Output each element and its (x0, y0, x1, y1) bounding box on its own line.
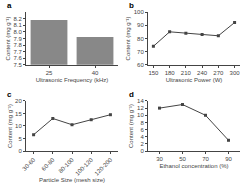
svg-text:30: 30 (156, 156, 163, 162)
svg-text:20: 20 (15, 98, 22, 104)
svg-text:12: 12 (137, 105, 144, 111)
svg-text:60: 60 (137, 62, 144, 68)
svg-text:70: 70 (137, 49, 144, 55)
svg-text:6: 6 (140, 127, 144, 133)
svg-text:120-200: 120-200 (93, 156, 113, 176)
svg-text:Content (mg g⁻¹): Content (mg g⁻¹) (125, 16, 131, 60)
svg-text:80: 80 (137, 36, 144, 42)
svg-text:40: 40 (92, 70, 99, 76)
svg-text:30-60: 30-60 (21, 156, 37, 172)
svg-text:25: 25 (46, 70, 53, 76)
svg-text:10: 10 (137, 112, 144, 118)
svg-text:0: 0 (18, 148, 22, 154)
svg-text:7.5: 7.5 (13, 62, 22, 68)
svg-text:8: 8 (140, 120, 144, 126)
svg-text:15: 15 (15, 111, 22, 117)
svg-text:60-80: 60-80 (41, 156, 57, 172)
svg-text:90: 90 (225, 156, 232, 162)
svg-text:50: 50 (179, 156, 186, 162)
svg-text:8.1: 8.1 (13, 22, 22, 28)
svg-text:270: 270 (213, 70, 224, 76)
svg-text:300: 300 (230, 70, 241, 76)
svg-text:100-120: 100-120 (74, 156, 94, 176)
svg-text:Ultrasonic Power (W): Ultrasonic Power (W) (166, 77, 223, 83)
svg-text:Content (mg g⁻¹): Content (mg g⁻¹) (5, 16, 11, 60)
svg-text:180: 180 (165, 70, 176, 76)
svg-text:0: 0 (140, 148, 144, 154)
svg-text:8.2: 8.2 (13, 16, 22, 22)
svg-text:150: 150 (148, 70, 159, 76)
svg-text:Content (mg g⁻¹): Content (mg g⁻¹) (128, 104, 134, 148)
svg-text:10: 10 (15, 123, 22, 129)
svg-text:90: 90 (137, 22, 144, 28)
svg-text:14: 14 (137, 98, 144, 104)
svg-text:80-100: 80-100 (57, 156, 75, 174)
svg-text:4: 4 (140, 134, 144, 140)
svg-text:Content (mg g⁻¹): Content (mg g⁻¹) (7, 104, 13, 148)
svg-text:Particle Size (mesh size): Particle Size (mesh size) (39, 177, 105, 183)
svg-text:100: 100 (134, 9, 145, 15)
svg-text:240: 240 (197, 70, 208, 76)
svg-text:7.8: 7.8 (13, 42, 22, 48)
svg-text:b: b (129, 1, 134, 10)
svg-text:7.9: 7.9 (13, 36, 22, 42)
svg-text:5: 5 (18, 136, 22, 142)
svg-text:210: 210 (181, 70, 192, 76)
svg-text:a: a (7, 1, 12, 10)
svg-text:d: d (129, 90, 134, 99)
svg-text:c: c (7, 90, 12, 99)
svg-text:Ultrasonic Frequency (kHz): Ultrasonic Frequency (kHz) (36, 77, 109, 83)
svg-text:7.7: 7.7 (13, 49, 22, 55)
svg-text:2: 2 (140, 141, 144, 147)
svg-text:7.6: 7.6 (13, 55, 22, 61)
svg-text:8.0: 8.0 (13, 29, 22, 35)
svg-text:70: 70 (202, 156, 209, 162)
svg-text:Ethanol concentration (%): Ethanol concentration (%) (159, 163, 228, 169)
